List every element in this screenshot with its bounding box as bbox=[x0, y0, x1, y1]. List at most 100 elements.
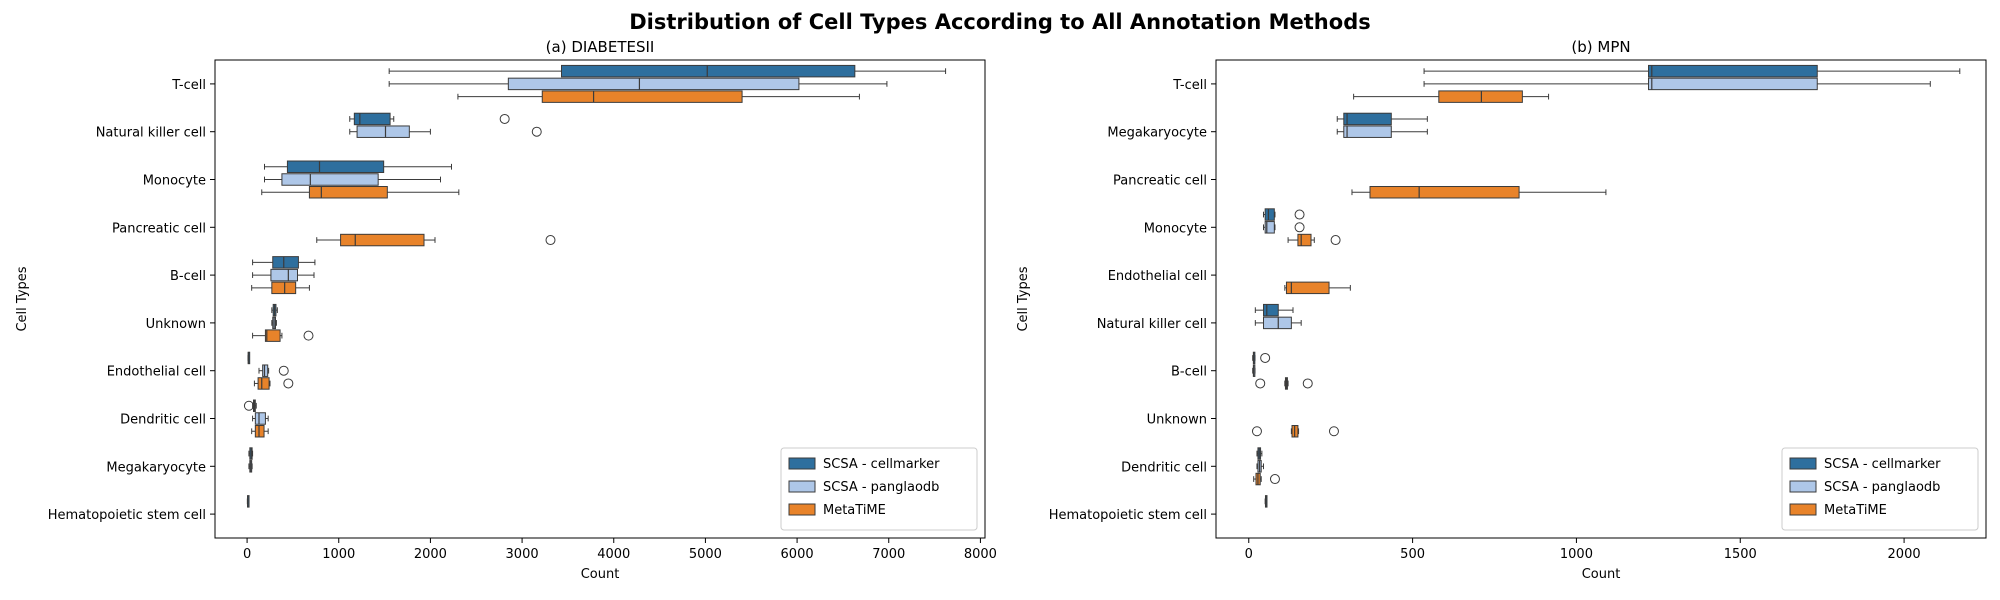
legend-swatch-scsa-panglaodb bbox=[788, 480, 816, 493]
box-monocyte-scsa-panglaodb bbox=[264, 173, 441, 186]
legend-frame bbox=[1781, 447, 1979, 531]
box-iqr bbox=[340, 233, 425, 247]
box-megakaryocyte-scsa-cellmarker bbox=[1336, 112, 1428, 126]
x-tick-label: 500 bbox=[1400, 547, 1425, 562]
legend-label-metatime: MetaTiME bbox=[823, 503, 886, 518]
box-monocyte-metatime bbox=[1287, 233, 1341, 247]
chart-title: (b) MPN bbox=[1571, 38, 1630, 56]
x-axis-label: Count bbox=[581, 567, 620, 582]
box-dendritic-cell-scsa-cellmarker bbox=[243, 399, 257, 412]
box-iqr bbox=[1438, 90, 1523, 103]
box-iqr bbox=[262, 364, 269, 377]
box-megakaryocyte-scsa-cellmarker bbox=[248, 447, 254, 460]
box-iqr bbox=[264, 329, 281, 342]
box-iqr bbox=[257, 377, 270, 390]
legend-swatch-metatime bbox=[1789, 503, 1817, 516]
box-b-cell-scsa-panglaodb bbox=[252, 268, 315, 282]
chart-panel-mpn: (b) MPN 0 500 1000 1500 2000 Count T-cell Megaka… bbox=[1016, 38, 1987, 582]
y-tick-label-megakaryocyte: Megakaryocyte bbox=[1107, 126, 1207, 141]
box-b-cell-scsa-panglaodb bbox=[1252, 364, 1256, 377]
box-t-cell-scsa-cellmarker bbox=[1423, 64, 1961, 78]
box-pancreatic-cell-metatime bbox=[316, 233, 556, 247]
box-megakaryocyte-scsa-panglaodb bbox=[248, 460, 253, 473]
outlier-point bbox=[1251, 426, 1262, 437]
box-natural-killer-cell-scsa-panglaodb bbox=[1254, 316, 1302, 330]
legend-swatch-scsa-cellmarker bbox=[788, 457, 816, 470]
box-iqr bbox=[1263, 303, 1279, 317]
outlier-point bbox=[1328, 426, 1339, 437]
y-tick-label-dendritic-cell: Dendritic cell bbox=[120, 413, 206, 428]
box-iqr bbox=[356, 125, 410, 138]
box-iqr bbox=[1263, 316, 1292, 330]
x-tick-label: 4000 bbox=[597, 547, 630, 562]
figure-title: Distribution of Cell Types According to … bbox=[629, 10, 1370, 34]
x-tick-label: 6000 bbox=[781, 547, 814, 562]
legend: SCSA - cellmarker SCSA - panglaodb MetaTiM… bbox=[1781, 447, 1979, 531]
box-natural-killer-cell-scsa-cellmarker bbox=[349, 112, 510, 126]
y-tick-label-hematopoietic-stem-cell: Hematopoietic stem cell bbox=[48, 508, 206, 523]
box-iqr bbox=[281, 173, 379, 186]
outlier-point bbox=[1294, 222, 1305, 233]
box-iqr bbox=[1264, 221, 1275, 234]
legend-label-scsa-cellmarker: SCSA - cellmarker bbox=[1824, 457, 1941, 472]
y-tick-label-unknown: Unknown bbox=[146, 317, 206, 332]
legend-label-scsa-cellmarker: SCSA - cellmarker bbox=[823, 457, 940, 472]
box-iqr bbox=[1343, 112, 1392, 126]
y-tick-label-hematopoietic-stem-cell: Hematopoietic stem cell bbox=[1049, 508, 1207, 523]
outlier-point bbox=[1294, 209, 1305, 220]
box-iqr bbox=[1285, 281, 1330, 295]
box-iqr bbox=[1369, 186, 1520, 199]
box-iqr bbox=[270, 268, 298, 282]
box-dendritic-cell-metatime bbox=[251, 425, 269, 438]
box-endothelial-cell-metatime bbox=[1284, 281, 1351, 295]
y-tick-label-dendritic-cell: Dendritic cell bbox=[1121, 460, 1207, 475]
outlier-point bbox=[303, 330, 314, 341]
box-iqr bbox=[353, 112, 391, 126]
box-iqr bbox=[254, 425, 265, 438]
y-tick-label-natural-killer-cell: Natural killer cell bbox=[1097, 317, 1207, 332]
x-tick-label: 1500 bbox=[1724, 547, 1757, 562]
outlier-point bbox=[499, 113, 510, 124]
box-endothelial-cell-metatime bbox=[253, 377, 294, 390]
x-tick-label: 0 bbox=[243, 547, 251, 562]
box-unknown-scsa-panglaodb bbox=[271, 316, 277, 330]
box-dendritic-cell-metatime bbox=[1253, 472, 1280, 486]
x-tick-label: 8000 bbox=[964, 547, 997, 562]
outlier-point bbox=[283, 378, 294, 389]
box-t-cell-scsa-panglaodb bbox=[1423, 77, 1931, 91]
legend-swatch-scsa-panglaodb bbox=[1789, 480, 1817, 493]
box-endothelial-cell-scsa-panglaodb bbox=[258, 364, 289, 377]
box-unknown-metatime bbox=[252, 329, 314, 342]
box-t-cell-metatime bbox=[457, 90, 860, 103]
outlier-point bbox=[1260, 352, 1271, 363]
y-tick-label-monocyte: Monocyte bbox=[1144, 221, 1207, 236]
box-b-cell-metatime bbox=[1255, 377, 1313, 390]
box-iqr bbox=[308, 186, 388, 199]
outlier-point bbox=[1302, 378, 1313, 389]
y-tick-label-endothelial-cell: Endothelial cell bbox=[107, 365, 206, 380]
box-iqr bbox=[286, 160, 385, 173]
chart-title: (a) DIABETESII bbox=[546, 38, 655, 56]
x-axis-label: Count bbox=[1582, 567, 1621, 582]
box-iqr bbox=[1343, 125, 1392, 138]
box-iqr bbox=[1297, 233, 1312, 247]
outlier-point bbox=[243, 400, 254, 411]
box-natural-killer-cell-scsa-panglaodb bbox=[349, 125, 542, 138]
box-t-cell-metatime bbox=[1353, 90, 1550, 103]
box-iqr bbox=[254, 412, 266, 425]
legend: SCSA - cellmarker SCSA - panglaodb MetaTiM… bbox=[780, 447, 978, 531]
y-tick-label-b-cell: B-cell bbox=[170, 269, 206, 284]
box-monocyte-scsa-panglaodb bbox=[1263, 221, 1305, 234]
y-tick-label-monocyte: Monocyte bbox=[143, 174, 206, 189]
legend-label-scsa-panglaodb: SCSA - panglaodb bbox=[823, 480, 939, 495]
box-hematopoietic-stem-cell-scsa-cellmarker bbox=[1264, 495, 1268, 508]
box-b-cell-scsa-cellmarker bbox=[1252, 351, 1271, 365]
y-tick-label-pancreatic-cell: Pancreatic cell bbox=[1113, 174, 1207, 189]
x-tick-label: 3000 bbox=[506, 547, 539, 562]
legend-swatch-metatime bbox=[788, 503, 816, 516]
outlier-point bbox=[545, 235, 556, 246]
y-tick-label-megakaryocyte: Megakaryocyte bbox=[106, 460, 206, 475]
x-tick-label: 5000 bbox=[689, 547, 722, 562]
x-tick-label: 1000 bbox=[1560, 547, 1593, 562]
